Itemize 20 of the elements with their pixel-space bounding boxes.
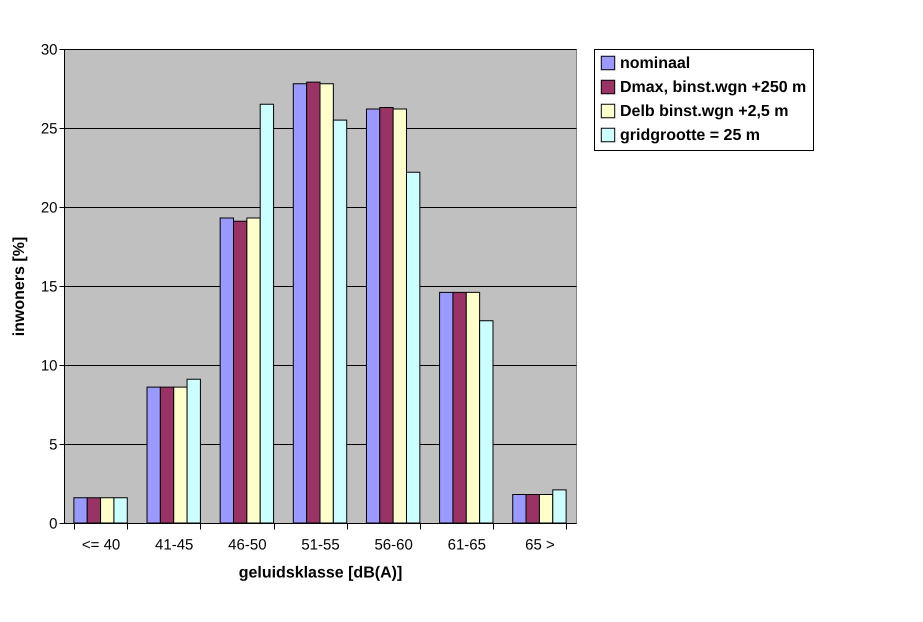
x-tick-label: 61-65	[448, 536, 486, 554]
x-tick-label: 65 >	[525, 536, 555, 554]
y-tick-label: 0	[49, 516, 58, 532]
x-axis-title: geluidsklasse [dB(A)]	[238, 564, 402, 582]
y-tick-label: 30	[40, 42, 58, 58]
y-axis-title: inwoners [%]	[10, 236, 28, 336]
y-tick-label: 15	[40, 278, 58, 296]
y-tick-label: 10	[40, 358, 58, 374]
legend-label: gridgrootte = 25 m	[620, 127, 760, 144]
y-tick-label: 5	[49, 436, 58, 454]
legend-label: Dmax, binst.wgn +250 m	[620, 79, 806, 96]
x-tick-label: 56-60	[374, 536, 413, 554]
x-tick-label: 41-45	[155, 536, 194, 554]
x-tick-label: 46-50	[228, 536, 267, 554]
y-tick-label: 25	[40, 120, 58, 138]
legend-label: Delb binst.wgn +2,5 m	[620, 103, 788, 120]
x-tick-label: 51-55	[301, 536, 340, 554]
y-tick-label: 20	[40, 200, 58, 216]
legend-label: nominaal	[620, 55, 690, 72]
x-tick-label: <= 40	[82, 536, 120, 554]
